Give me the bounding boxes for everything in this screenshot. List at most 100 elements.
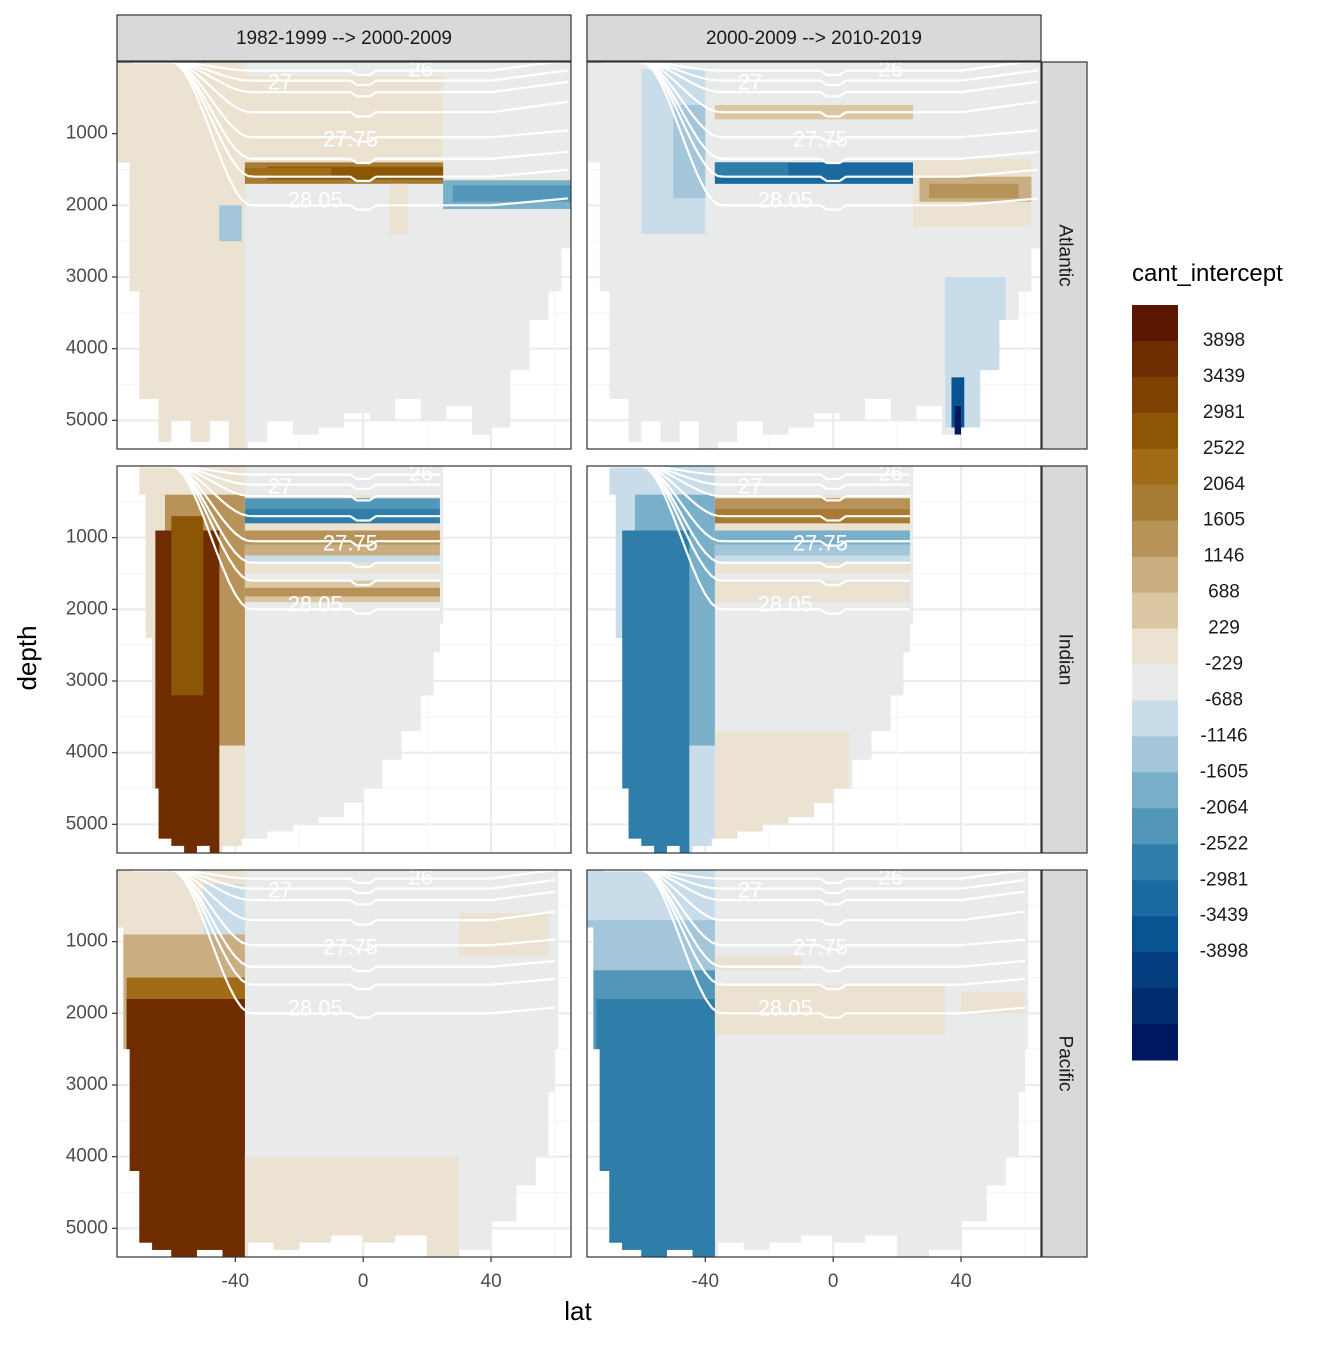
y-axis-title: depth — [12, 625, 42, 690]
x-tick-label: -40 — [222, 1271, 249, 1292]
strip-label: Atlantic — [1054, 224, 1075, 286]
legend-color-bin — [1132, 700, 1178, 737]
field-cell — [244, 587, 440, 597]
isopycnal-label: 27.75 — [323, 531, 378, 556]
isopycnal-label: 28.05 — [758, 996, 813, 1021]
field-cell — [929, 183, 1019, 199]
isopycnal-label: 28.05 — [758, 592, 813, 617]
panel-border — [116, 465, 572, 854]
x-tick-label: 0 — [828, 1271, 839, 1292]
x-tick-label: 40 — [951, 1271, 972, 1292]
isopycnal-line — [132, 62, 568, 76]
isopycnal-line — [132, 870, 556, 895]
y-tick-label: 3000 — [66, 266, 108, 287]
field-layer — [587, 62, 1041, 449]
legend-color-bin — [1132, 592, 1178, 630]
field-cell — [219, 205, 242, 242]
legend-color-bin — [1132, 844, 1178, 881]
legend-color-bin — [1132, 556, 1178, 594]
facet-strip-row-atlantic: Atlantic — [1041, 61, 1088, 450]
y-tick-label: 1000 — [66, 123, 108, 144]
y-tick-label: 4000 — [66, 1146, 108, 1167]
isopycnal-line — [602, 62, 1038, 98]
isopycnal-line — [602, 870, 1026, 973]
isopycnal-line — [132, 870, 556, 991]
strip-background — [1041, 61, 1088, 450]
legend-break-label: 1605 — [1203, 510, 1245, 531]
isopycnal-layer — [132, 870, 556, 1019]
field-layer — [587, 870, 1029, 1257]
isopycnal-layer — [132, 62, 568, 211]
y-tick-label: 5000 — [66, 813, 108, 834]
isopycnal-line — [139, 466, 440, 547]
isopycnal-line — [132, 62, 568, 165]
x-tick-label: -40 — [692, 1271, 719, 1292]
panel-border — [586, 869, 1042, 1258]
isopycnal-label: 27 — [738, 473, 762, 498]
isopycnal-label: 27.75 — [793, 531, 848, 556]
panel-indian-2: 26 27 27.75 28.05 — [586, 460, 1042, 854]
field-cell — [452, 185, 571, 202]
isopycnal-layer — [602, 62, 1038, 211]
legend-break-label: -688 — [1205, 689, 1243, 710]
isopycnal-line — [609, 466, 910, 502]
y-tick-label: 1000 — [66, 527, 108, 548]
legend-break-label: -1605 — [1200, 761, 1249, 782]
isopycnal-label: 28.05 — [288, 592, 343, 617]
x-axis-title: lat — [564, 1296, 592, 1326]
legend-color-bin — [1132, 988, 1178, 1025]
isopycnal-label: 27 — [268, 877, 292, 902]
field-cell — [388, 183, 408, 234]
isopycnal-label: 27.75 — [793, 935, 848, 960]
isopycnal-label: 28.05 — [758, 188, 813, 213]
field-cell — [171, 516, 204, 696]
field-cell — [714, 580, 910, 603]
facet-strip-row-indian: Indian — [1041, 465, 1088, 854]
legend-color-bin — [1132, 952, 1178, 989]
y-tick-label: 5000 — [66, 1217, 108, 1238]
y-tick-label: 3000 — [66, 670, 108, 691]
legend-color-bin — [1132, 484, 1178, 522]
isopycnal-line — [132, 870, 556, 906]
isopycnal-line — [602, 870, 1026, 906]
legend-color-bin — [1132, 880, 1178, 917]
isopycnal-line — [132, 870, 556, 973]
legend-break-label: 1146 — [1204, 546, 1245, 567]
isopycnal-line — [602, 870, 1026, 884]
isopycnal-label: 26 — [878, 864, 902, 889]
x-tick-label: 40 — [481, 1271, 502, 1292]
y-tick-label: 3000 — [66, 1074, 108, 1095]
legend-color-bin — [1132, 628, 1178, 666]
field-cell — [622, 530, 690, 853]
isopycnal-label: 27.75 — [323, 935, 378, 960]
field-cell — [714, 498, 910, 509]
isopycnal-line — [132, 62, 568, 211]
legend-break-label: 2981 — [1203, 402, 1245, 423]
isopycnal-line — [602, 62, 1038, 76]
panel-border — [116, 61, 572, 450]
legend-break-label: 688 — [1208, 582, 1240, 603]
legend-break-label: 3898 — [1203, 330, 1245, 351]
panel-pacific-1: 26 27 27.75 28.05 — [116, 864, 572, 1258]
legend-color-bin — [1132, 808, 1178, 845]
y-tick-label: 1000 — [66, 931, 108, 952]
isopycnal-line — [132, 870, 556, 1019]
legend-break-label: -1146 — [1200, 725, 1247, 746]
isopycnal-layer — [602, 870, 1026, 1019]
isopycnal-line — [602, 870, 1026, 951]
panel-border — [586, 61, 1042, 450]
legend-color-bin — [1132, 772, 1178, 809]
field-cell — [714, 555, 910, 563]
axes-layer: 1000200030004000500010002000300040005000… — [66, 123, 972, 1292]
field-cell — [244, 498, 440, 509]
legend-color-bin — [1132, 1024, 1178, 1061]
isopycnal-line — [602, 62, 1038, 183]
legend-color-bin — [1132, 412, 1178, 450]
isopycnal-label: 26 — [878, 460, 902, 485]
legend-break-label: -2064 — [1200, 797, 1249, 818]
panels-layer: 26 27 27.75 28.05 26 27 27.75 28.05 26 27 27.75 28.… — [116, 56, 1042, 1258]
isopycnal-line — [132, 870, 556, 951]
field-cell — [244, 555, 440, 563]
legend-color-bin — [1132, 448, 1178, 486]
